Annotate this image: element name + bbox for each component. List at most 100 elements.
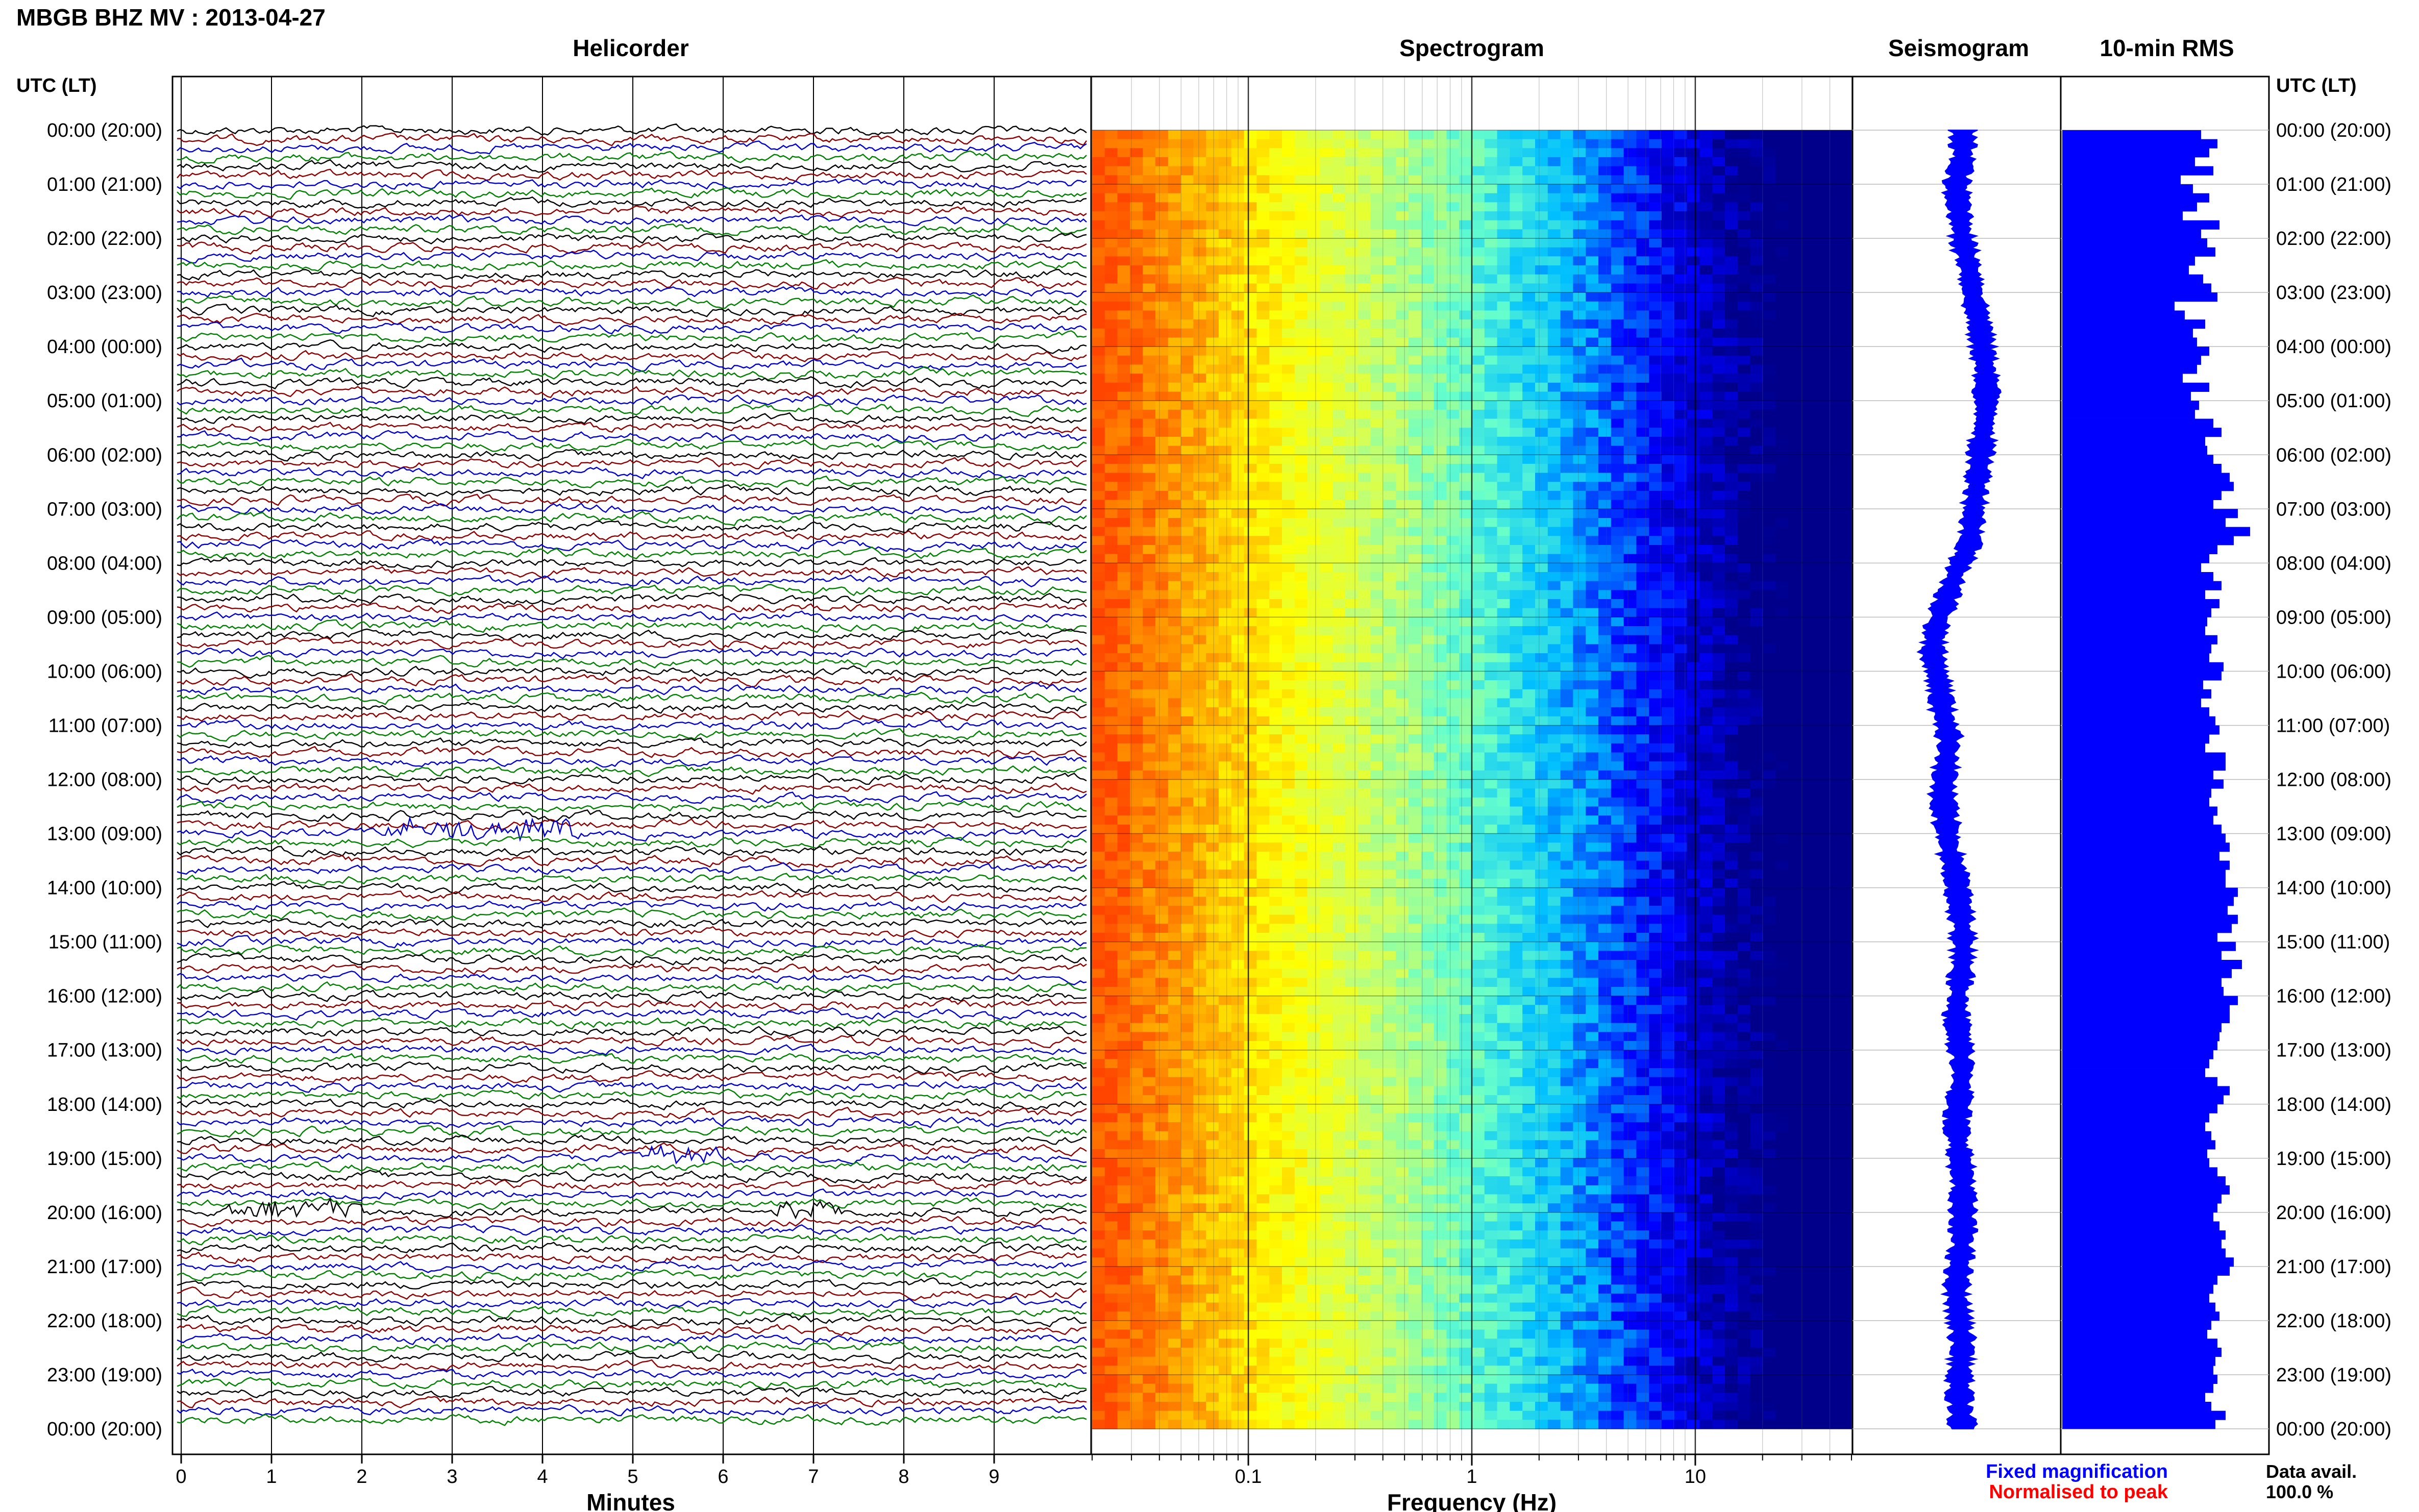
spectrogram-cell bbox=[1181, 509, 1194, 518]
spectrogram-cell bbox=[1105, 509, 1118, 518]
spectrogram-cell bbox=[1636, 302, 1649, 311]
spectrogram-cell bbox=[1497, 753, 1510, 762]
spectrogram-cell bbox=[1092, 346, 1105, 356]
spectrogram-cell bbox=[1155, 626, 1168, 635]
spectrogram-cell bbox=[1738, 419, 1750, 428]
spectrogram-cell bbox=[1383, 211, 1396, 220]
spectrogram-cell bbox=[1118, 238, 1130, 247]
spectrogram-cell bbox=[1788, 734, 1801, 743]
spectrogram-cell bbox=[1371, 374, 1384, 383]
spectrogram-cell bbox=[1295, 410, 1307, 419]
spectrogram-cell bbox=[1814, 130, 1826, 139]
spectrogram-cell bbox=[1282, 671, 1295, 680]
spectrogram-cell bbox=[1485, 491, 1497, 500]
spectrogram-cell bbox=[1332, 771, 1345, 780]
spectrogram-cell bbox=[1535, 175, 1548, 184]
spectrogram-cell bbox=[1206, 292, 1219, 302]
spectrogram-cell bbox=[1712, 175, 1725, 184]
spectrogram-cell bbox=[1307, 374, 1320, 383]
spectrogram-cell bbox=[1446, 807, 1459, 816]
spectrogram-cell bbox=[1839, 815, 1852, 825]
spectrogram-cell bbox=[1826, 491, 1839, 500]
spectrogram-cell bbox=[1219, 554, 1231, 563]
spectrogram-cell bbox=[1775, 780, 1788, 789]
spectrogram-cell bbox=[1573, 130, 1586, 139]
spectrogram-cell bbox=[1092, 139, 1105, 148]
spectrogram-cell bbox=[1775, 148, 1788, 157]
spectrogram-cell bbox=[1687, 265, 1700, 275]
spectrogram-cell bbox=[1598, 608, 1611, 617]
spectrogram-cell bbox=[1801, 473, 1814, 482]
spectrogram-cell bbox=[1383, 455, 1396, 464]
spectrogram-cell bbox=[1788, 743, 1801, 753]
spectrogram-cell bbox=[1662, 698, 1674, 707]
spectrogram-cell bbox=[1130, 807, 1143, 816]
spectrogram-cell bbox=[1598, 599, 1611, 608]
spectrogram-cell bbox=[1396, 761, 1409, 771]
spectrogram-cell bbox=[1485, 220, 1497, 230]
spectrogram-cell bbox=[1421, 211, 1434, 220]
spectrogram-cell bbox=[1839, 626, 1852, 635]
spectrogram-cell bbox=[1193, 635, 1206, 645]
spectrogram-cell bbox=[1092, 338, 1105, 347]
spectrogram-cell bbox=[1775, 716, 1788, 726]
spectrogram-cell bbox=[1193, 780, 1206, 789]
spectrogram-cell bbox=[1699, 780, 1712, 789]
spectrogram-cell bbox=[1598, 680, 1611, 689]
spectrogram-cell bbox=[1446, 815, 1459, 825]
spectrogram-cell bbox=[1155, 716, 1168, 726]
spectrogram-cell bbox=[1763, 527, 1775, 536]
panel-title-spectrogram: Spectrogram bbox=[1399, 35, 1544, 61]
spectrogram-cell bbox=[1092, 581, 1105, 590]
spectrogram-cell bbox=[1446, 338, 1459, 347]
spectrogram-cell bbox=[1598, 662, 1611, 672]
spectrogram-cell bbox=[1699, 383, 1712, 392]
spectrogram-cell bbox=[1092, 302, 1105, 311]
spectrogram-cell bbox=[1586, 743, 1598, 753]
spectrogram-cell bbox=[1282, 509, 1295, 518]
spectrogram-cell bbox=[1548, 401, 1561, 410]
spectrogram-cell bbox=[1092, 329, 1105, 338]
time-label-left: 13:00 (09:00) bbox=[47, 824, 162, 845]
spectrogram-cell bbox=[1320, 662, 1332, 672]
spectrogram-cell bbox=[1687, 807, 1700, 816]
spectrogram-cell bbox=[1611, 446, 1624, 455]
spectrogram-cell bbox=[1826, 383, 1839, 392]
spectrogram-cell bbox=[1206, 284, 1219, 293]
spectrogram-cell bbox=[1485, 807, 1497, 816]
spectrogram-cell bbox=[1750, 482, 1763, 491]
spectrogram-cell bbox=[1269, 265, 1282, 275]
spectrogram-cell bbox=[1421, 554, 1434, 563]
spectrogram-cell bbox=[1712, 202, 1725, 211]
spectrogram-cell bbox=[1295, 626, 1307, 635]
spectrogram-cell bbox=[1118, 157, 1130, 166]
spectrogram-cell bbox=[1738, 473, 1750, 482]
spectrogram-cell bbox=[1497, 599, 1510, 608]
spectrogram-cell bbox=[1371, 482, 1384, 491]
spectrogram-cell bbox=[1105, 635, 1118, 645]
spectrogram-cell bbox=[1409, 437, 1421, 446]
spectrogram-cell bbox=[1434, 753, 1447, 762]
spectrogram-cell bbox=[1624, 329, 1637, 338]
spectrogram-cell bbox=[1155, 383, 1168, 392]
spectrogram-cell bbox=[1725, 518, 1738, 527]
spectrogram-cell bbox=[1775, 500, 1788, 509]
spectrogram-cell bbox=[1775, 617, 1788, 626]
spectrogram-cell bbox=[1345, 148, 1358, 157]
spectrogram-cell bbox=[1307, 247, 1320, 257]
spectrogram-cell bbox=[1434, 428, 1447, 437]
spectrogram-cell bbox=[1155, 798, 1168, 807]
spectrogram-cell bbox=[1472, 771, 1485, 780]
spectrogram-cell bbox=[1219, 464, 1231, 473]
spectrogram-cell bbox=[1814, 771, 1826, 780]
spectrogram-cell bbox=[1118, 734, 1130, 743]
spectrogram-cell bbox=[1193, 184, 1206, 193]
spectrogram-cell bbox=[1092, 518, 1105, 527]
spectrogram-cell bbox=[1548, 509, 1561, 518]
spectrogram-cell bbox=[1105, 157, 1118, 166]
spectrogram-cell bbox=[1573, 166, 1586, 176]
spectrogram-cell bbox=[1624, 753, 1637, 762]
spectrogram-cell bbox=[1409, 726, 1421, 735]
spectrogram-cell bbox=[1130, 265, 1143, 275]
spectrogram-cell bbox=[1586, 229, 1598, 238]
